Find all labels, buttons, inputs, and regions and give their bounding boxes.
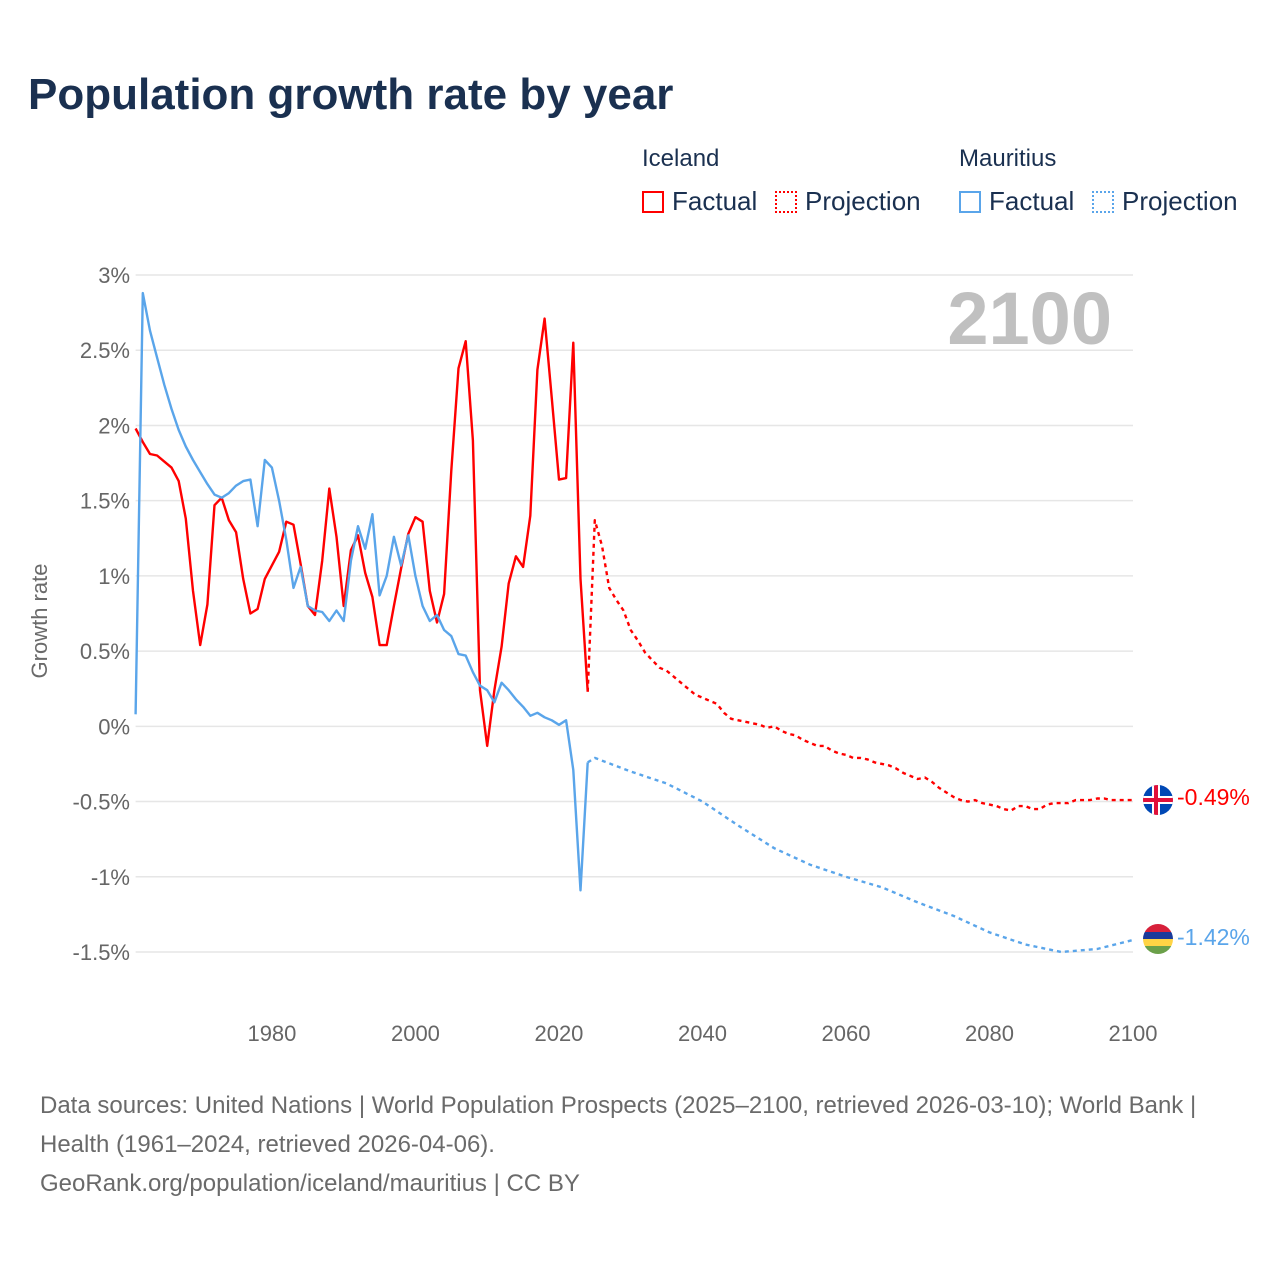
legend-label: Projection (1122, 186, 1238, 216)
y-tick-label: 3% (98, 263, 130, 288)
x-tick-label: 2000 (391, 1021, 440, 1046)
solid-swatch-icon (959, 190, 981, 213)
dotted-swatch-icon (775, 190, 797, 213)
legend-label: Factual (672, 186, 758, 216)
y-tick-label: 2.5% (80, 338, 130, 363)
source-link[interactable]: GeoRank.org/population/iceland/mauritius… (40, 1170, 580, 1197)
x-tick-label: 2040 (678, 1021, 727, 1046)
year-watermark: 2100 (947, 277, 1112, 360)
series-lines (134, 291, 1134, 954)
iceland-projection-line (586, 519, 1133, 812)
y-tick-label: 2% (98, 413, 130, 438)
y-axis-label: Growth rate (27, 563, 52, 679)
legend-mauritius-factual[interactable]: Factual (959, 186, 1074, 217)
y-tick-label: 0% (98, 714, 130, 739)
iceland-factual-line (134, 317, 589, 748)
x-tick-labels: 1980 2000 2020 2040 2060 2080 2100 (247, 1021, 1157, 1046)
solid-swatch-icon (642, 190, 664, 213)
legend-group-mauritius: Mauritius (959, 145, 1057, 172)
legend-label: Factual (989, 186, 1075, 216)
legend-iceland-projection[interactable]: Projection (775, 186, 921, 217)
legend-label: Projection (805, 186, 921, 216)
y-tick-label: -0.5% (73, 790, 130, 815)
mauritius-flag-icon (1143, 924, 1173, 954)
footer: Data sources: United Nations | World Pop… (40, 1086, 1240, 1203)
y-tick-labels: 3% 2.5% 2% 1.5% 1% 0.5% 0% -0.5% -1% -1.5% (73, 263, 130, 965)
y-tick-label: 1.5% (80, 489, 130, 514)
x-tick-label: 1980 (247, 1021, 296, 1046)
y-tick-label: 1% (98, 564, 130, 589)
legend-iceland-factual[interactable]: Factual (642, 186, 757, 217)
data-sources: Data sources: United Nations | World Pop… (40, 1092, 1197, 1158)
legend-mauritius-projection[interactable]: Projection (1092, 186, 1238, 217)
mauritius-factual-line (134, 291, 589, 892)
iceland-flag-icon (1143, 785, 1173, 815)
y-tick-label: -1.5% (73, 940, 130, 965)
mauritius-end-label: -1.42% (1177, 924, 1250, 950)
page-title: Population growth rate by year (28, 70, 674, 119)
grid (135, 274, 1133, 953)
x-tick-label: 2060 (822, 1021, 871, 1046)
iceland-end-label: -0.49% (1177, 784, 1250, 810)
x-tick-label: 2080 (965, 1021, 1014, 1046)
y-tick-label: -1% (91, 865, 130, 890)
end-markers: -0.49% -1.42% (1143, 784, 1250, 954)
x-tick-label: 2100 (1109, 1021, 1158, 1046)
mauritius-projection-line (587, 756, 1134, 954)
x-tick-label: 2020 (534, 1021, 583, 1046)
y-tick-label: 0.5% (80, 639, 130, 664)
legend-group-iceland: Iceland (642, 145, 720, 172)
dotted-swatch-icon (1092, 190, 1114, 213)
